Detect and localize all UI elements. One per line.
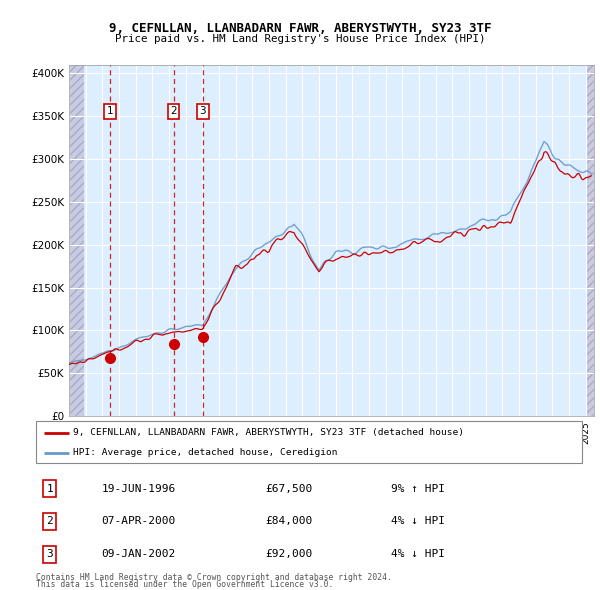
- Bar: [69, 65, 85, 416]
- Text: 9, CEFNLLAN, LLANBADARN FAWR, ABERYSTWYTH, SY23 3TF: 9, CEFNLLAN, LLANBADARN FAWR, ABERYSTWYT…: [109, 22, 491, 35]
- Text: 2: 2: [170, 106, 177, 116]
- Text: 4% ↓ HPI: 4% ↓ HPI: [391, 516, 445, 526]
- Text: 4% ↓ HPI: 4% ↓ HPI: [391, 549, 445, 559]
- Text: Price paid vs. HM Land Registry's House Price Index (HPI): Price paid vs. HM Land Registry's House …: [115, 34, 485, 44]
- Text: 9, CEFNLLAN, LLANBADARN FAWR, ABERYSTWYTH, SY23 3TF (detached house): 9, CEFNLLAN, LLANBADARN FAWR, ABERYSTWYT…: [73, 428, 464, 437]
- Bar: [586, 65, 594, 416]
- Text: 07-APR-2000: 07-APR-2000: [101, 516, 176, 526]
- Text: 1: 1: [46, 484, 53, 494]
- Text: This data is licensed under the Open Government Licence v3.0.: This data is licensed under the Open Gov…: [36, 581, 334, 589]
- Text: HPI: Average price, detached house, Ceredigion: HPI: Average price, detached house, Cere…: [73, 448, 338, 457]
- FancyBboxPatch shape: [36, 421, 582, 463]
- Text: 3: 3: [46, 549, 53, 559]
- Text: 9% ↑ HPI: 9% ↑ HPI: [391, 484, 445, 494]
- Text: 2: 2: [46, 516, 53, 526]
- Text: 3: 3: [200, 106, 206, 116]
- Text: 09-JAN-2002: 09-JAN-2002: [101, 549, 176, 559]
- Text: Contains HM Land Registry data © Crown copyright and database right 2024.: Contains HM Land Registry data © Crown c…: [36, 573, 392, 582]
- Text: £92,000: £92,000: [265, 549, 313, 559]
- Text: £84,000: £84,000: [265, 516, 313, 526]
- Text: £67,500: £67,500: [265, 484, 313, 494]
- Text: 19-JUN-1996: 19-JUN-1996: [101, 484, 176, 494]
- Text: 1: 1: [107, 106, 113, 116]
